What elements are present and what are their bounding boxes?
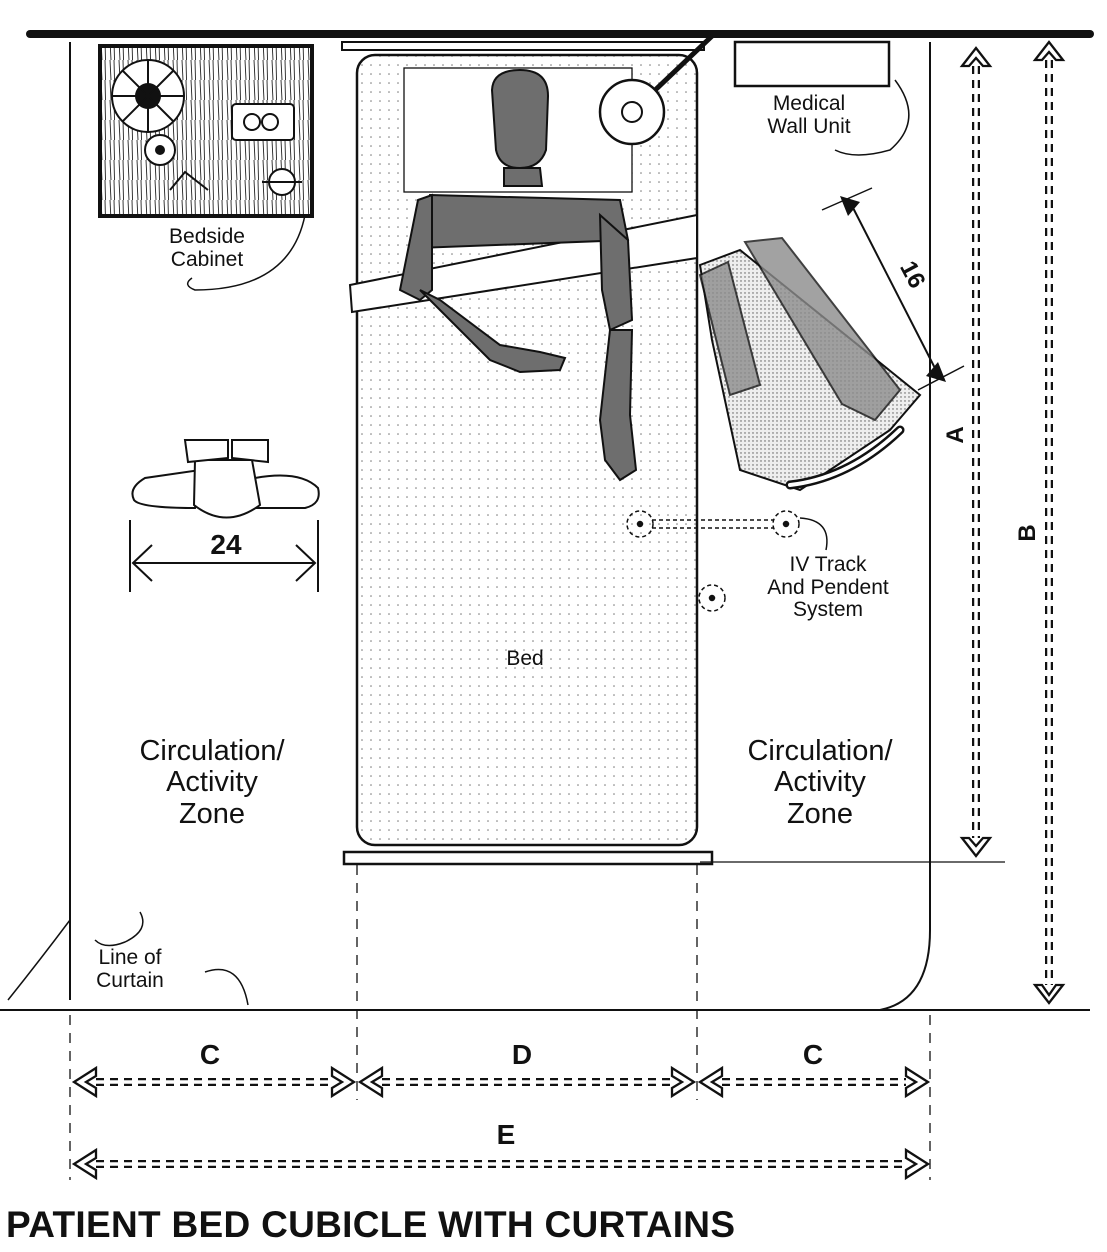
dimension-label-c-left: C [199, 1039, 221, 1070]
label-zone-left: Circulation/ Activity Zone [139, 735, 285, 830]
diagram-title: PATIENT BED CUBICLE WITH CURTAINS [6, 1204, 736, 1245]
dimension-label-person-width: 24 [210, 529, 242, 560]
dimension-label-e: E [496, 1119, 516, 1150]
chair-clearance-dimension [821, 187, 965, 391]
dimension-b-line [1032, 40, 1066, 1005]
dimension-c-right-line [697, 1065, 931, 1099]
curtain-line [0, 42, 1090, 1011]
dimension-label-a: A [942, 426, 970, 444]
bedside-cabinet-leader [186, 214, 306, 291]
curtain-line-left-arc [7, 919, 71, 1001]
visitor-chair [698, 236, 922, 492]
label-medical-wall-unit: Medical Wall Unit [767, 92, 851, 138]
label-line-of-curtain: Line of Curtain [96, 946, 164, 992]
patient-figure [398, 68, 638, 482]
dimension-d-line [357, 1065, 697, 1099]
dimension-label-b: B [1014, 524, 1042, 542]
dimension-a-line [959, 46, 993, 858]
dimension-c-left-line [71, 1065, 357, 1099]
dimension-label-c-right: C [802, 1039, 824, 1070]
label-zone-right: Circulation/ Activity Zone [747, 735, 893, 830]
dimension-e-line [71, 1147, 931, 1181]
label-bedside-cabinet: Bedside Cabinet [169, 225, 245, 271]
line-of-curtain-leader [94, 911, 249, 1006]
dimension-extension-lines [69, 865, 931, 1180]
label-iv-track: IV Track And Pendent System [767, 553, 889, 622]
wall-lamp-icon [598, 34, 714, 146]
person-width-dimension [129, 520, 319, 592]
bedside-cabinet [98, 44, 314, 218]
cabinet-items-icon [169, 103, 302, 196]
dimension-label-d: D [511, 1039, 533, 1070]
medical-wall-unit [733, 40, 891, 88]
label-bed: Bed [506, 647, 544, 670]
person-top-view [131, 439, 320, 519]
iv-track [626, 510, 828, 612]
medical-wall-unit-leader [834, 79, 910, 156]
cabinet-plant-icon [111, 59, 185, 166]
